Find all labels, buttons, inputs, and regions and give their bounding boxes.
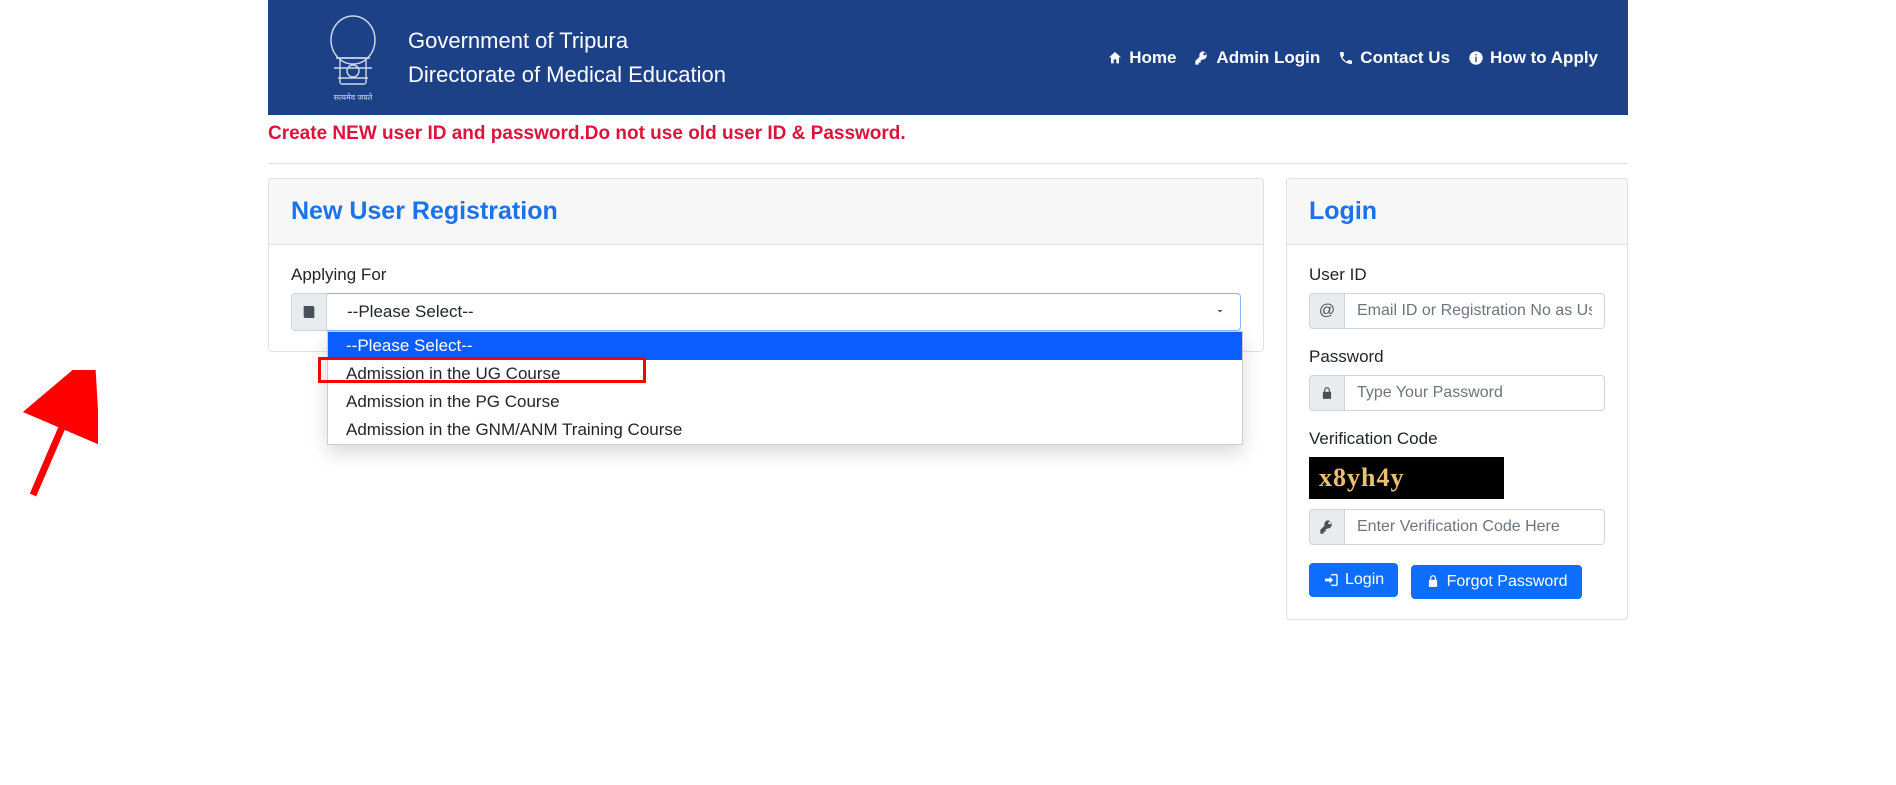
lock-icon [1309,375,1345,411]
nav-contact-label: Contact Us [1360,48,1450,68]
dropdown-option-pg[interactable]: Admission in the PG Course [328,388,1242,416]
nav-contact-us[interactable]: Contact Us [1338,48,1450,68]
applying-for-dropdown: --Please Select-- Admission in the UG Co… [327,331,1243,445]
login-button-label: Login [1345,571,1384,589]
chevron-down-icon [1214,302,1226,322]
applying-for-label: Applying For [291,265,1241,285]
nav-how-to-apply[interactable]: How to Apply [1468,48,1598,68]
lock-small-icon [1425,574,1441,590]
user-id-label: User ID [1309,265,1605,285]
login-card: Login User ID @ Password Ve [1286,178,1628,620]
user-id-input[interactable] [1345,293,1605,329]
login-button[interactable]: Login [1309,563,1398,597]
home-icon [1107,50,1123,66]
signin-icon [1323,572,1339,588]
dropdown-option-gnm-anm[interactable]: Admission in the GNM/ANM Training Course [328,416,1242,444]
registration-card: New User Registration Applying For --Ple… [268,178,1264,352]
at-icon: @ [1309,293,1345,329]
forgot-button-label: Forgot Password [1447,573,1568,591]
svg-text:सत्यमेव जयते: सत्यमेव जयते [334,92,373,102]
applying-for-select[interactable]: --Please Select-- [327,293,1241,331]
nav-howto-label: How to Apply [1490,48,1598,68]
nav-home-label: Home [1129,48,1176,68]
info-icon [1468,50,1484,66]
top-nav: Home Admin Login Contact Us How to Apply [1107,48,1598,68]
registration-title: New User Registration [291,197,1241,226]
verification-label: Verification Code [1309,429,1605,449]
annotation-arrow-icon [18,370,98,500]
key-small-icon [1309,509,1345,545]
captcha-image: x8yh4y [1309,457,1504,499]
key-icon [1194,50,1210,66]
book-icon [291,293,327,331]
phone-icon [1338,50,1354,66]
dropdown-option-please-select[interactable]: --Please Select-- [328,332,1242,360]
emblem-icon: सत्यमेव जयते [318,10,388,105]
divider [268,163,1628,164]
notice-banner: Create NEW user ID and password.Do not u… [268,115,1628,163]
nav-admin-login[interactable]: Admin Login [1194,48,1320,68]
password-label: Password [1309,347,1605,367]
header-title-2: Directorate of Medical Education [408,62,726,88]
dropdown-option-ug[interactable]: Admission in the UG Course [328,360,1242,388]
verification-input[interactable] [1345,509,1605,545]
password-input[interactable] [1345,375,1605,411]
nav-home[interactable]: Home [1107,48,1176,68]
select-current-value: --Please Select-- [347,302,474,321]
site-header: सत्यमेव जयते Government of Tripura Direc… [268,0,1628,115]
nav-admin-label: Admin Login [1216,48,1320,68]
forgot-password-button[interactable]: Forgot Password [1411,565,1582,599]
login-title: Login [1309,197,1605,226]
header-title-1: Government of Tripura [408,28,726,54]
